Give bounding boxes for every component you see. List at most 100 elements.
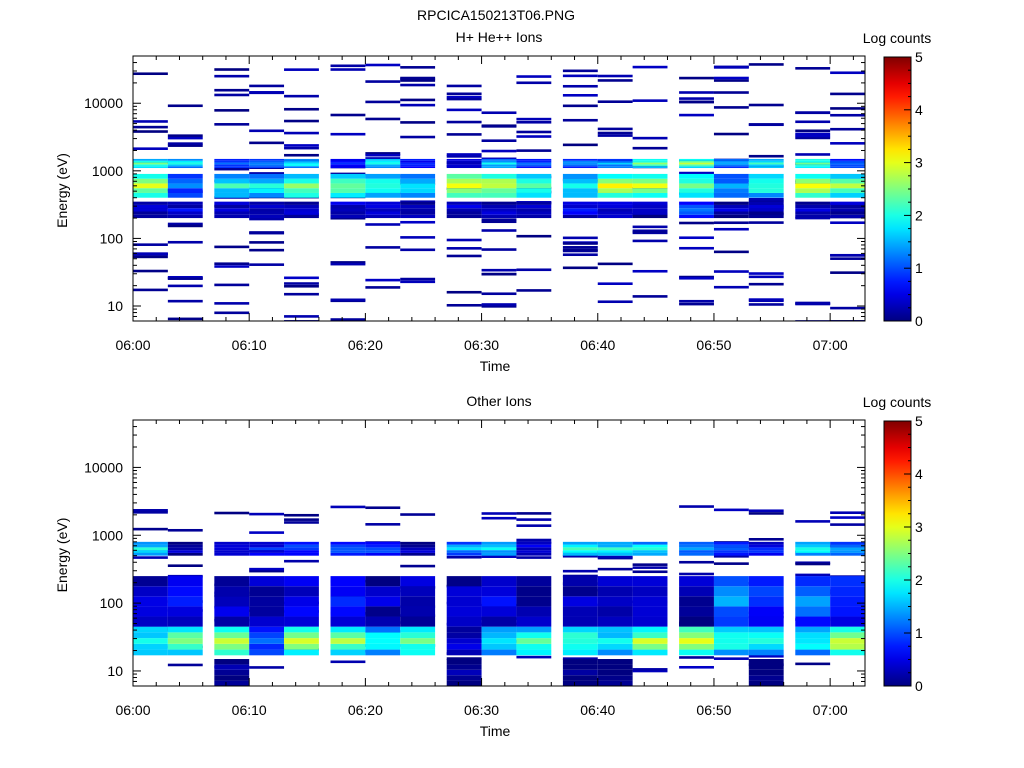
data-cell xyxy=(133,164,168,167)
data-cell xyxy=(597,567,633,571)
data-cell xyxy=(830,596,865,607)
data-cell xyxy=(284,68,319,71)
data-cell xyxy=(446,606,482,617)
x-tick-label: 06:40 xyxy=(580,337,615,353)
data-cell xyxy=(133,288,168,292)
plot-frame xyxy=(132,419,866,687)
data-cell xyxy=(830,214,865,219)
data-cell xyxy=(214,188,250,193)
x-tick-label: 07:00 xyxy=(813,702,848,718)
data-cell xyxy=(284,164,319,167)
data-cell xyxy=(481,211,517,215)
data-cell xyxy=(795,562,831,566)
data-cell xyxy=(830,201,865,205)
data-cell xyxy=(330,262,366,266)
data-cell xyxy=(249,178,285,184)
colorbar-tick-label: 2 xyxy=(915,572,923,588)
data-cell xyxy=(481,616,517,627)
data-cell xyxy=(446,626,482,633)
data-cell xyxy=(446,201,482,205)
data-cell xyxy=(679,576,714,587)
data-cell xyxy=(214,74,250,78)
data-cell xyxy=(365,164,401,167)
data-cell xyxy=(167,663,203,667)
data-cell xyxy=(400,76,436,80)
data-cell xyxy=(249,531,285,534)
x-tick-label: 06:30 xyxy=(464,337,499,353)
data-cell xyxy=(713,183,749,189)
panel-h-he-ions: H+ He++ Ions 06:00 06:10 06:20 06:30 06:40 06:… xyxy=(54,29,931,374)
data-cell xyxy=(516,173,552,179)
data-cell xyxy=(516,552,552,556)
data-cell xyxy=(597,208,633,212)
data-cell xyxy=(284,153,319,157)
data-cell xyxy=(830,306,865,310)
data-cell xyxy=(167,134,203,137)
data-cell xyxy=(249,201,285,205)
data-cell xyxy=(249,241,285,244)
data-cell xyxy=(562,208,598,212)
data-cell xyxy=(679,302,714,306)
data-cell xyxy=(713,221,749,225)
data-cell xyxy=(365,606,401,617)
data-cell xyxy=(330,541,366,545)
data-cell xyxy=(214,88,250,92)
data-cell xyxy=(597,632,633,639)
data-cell xyxy=(133,632,168,639)
data-cell xyxy=(400,248,436,252)
x-tick-label: 06:00 xyxy=(115,337,150,353)
data-cell xyxy=(400,626,436,633)
data-cell xyxy=(632,643,668,650)
data-cell xyxy=(748,162,784,165)
data-cell xyxy=(214,162,250,165)
colorbar-tick-label: 3 xyxy=(915,155,923,171)
data-cell xyxy=(713,550,749,553)
data-cell xyxy=(597,162,633,165)
data-cell xyxy=(795,302,831,306)
data-cell xyxy=(133,166,168,169)
data-cell xyxy=(133,255,168,259)
data-cell xyxy=(249,141,285,145)
data-cell xyxy=(679,178,714,184)
data-cell xyxy=(516,192,552,198)
data-cell xyxy=(446,92,482,96)
data-cell xyxy=(249,596,285,607)
data-cell xyxy=(133,162,168,165)
data-cell xyxy=(714,328,749,331)
data-cell xyxy=(562,554,598,558)
data-cell xyxy=(481,512,517,515)
data-cell xyxy=(516,158,552,161)
data-cell xyxy=(597,669,633,676)
data-cell xyxy=(400,236,436,239)
data-cell xyxy=(481,111,517,115)
data-cell xyxy=(481,139,517,143)
data-cell xyxy=(632,188,668,193)
data-cell xyxy=(365,188,401,193)
data-cell xyxy=(446,616,482,627)
data-cell xyxy=(249,162,285,165)
data-cell xyxy=(679,638,714,644)
data-cell xyxy=(748,680,784,686)
data-cell xyxy=(400,596,436,607)
data-cell xyxy=(214,649,250,656)
data-cell xyxy=(748,643,784,650)
data-cell xyxy=(400,277,436,281)
data-cell xyxy=(133,72,168,76)
data-cell xyxy=(679,91,714,94)
data-cell xyxy=(400,547,436,551)
data-cell xyxy=(516,188,552,193)
data-cell xyxy=(133,638,168,644)
data-cell xyxy=(713,204,749,209)
data-cell xyxy=(249,164,285,167)
data-cell xyxy=(167,596,203,607)
data-cell xyxy=(330,616,366,627)
data-cell xyxy=(284,643,319,650)
data-cell xyxy=(214,211,250,215)
data-cell xyxy=(446,178,482,184)
data-cell xyxy=(214,158,250,161)
data-cell xyxy=(713,508,749,512)
data-cell xyxy=(562,596,598,607)
data-cell xyxy=(167,162,203,165)
data-cell xyxy=(214,173,250,179)
data-cell xyxy=(133,511,168,514)
